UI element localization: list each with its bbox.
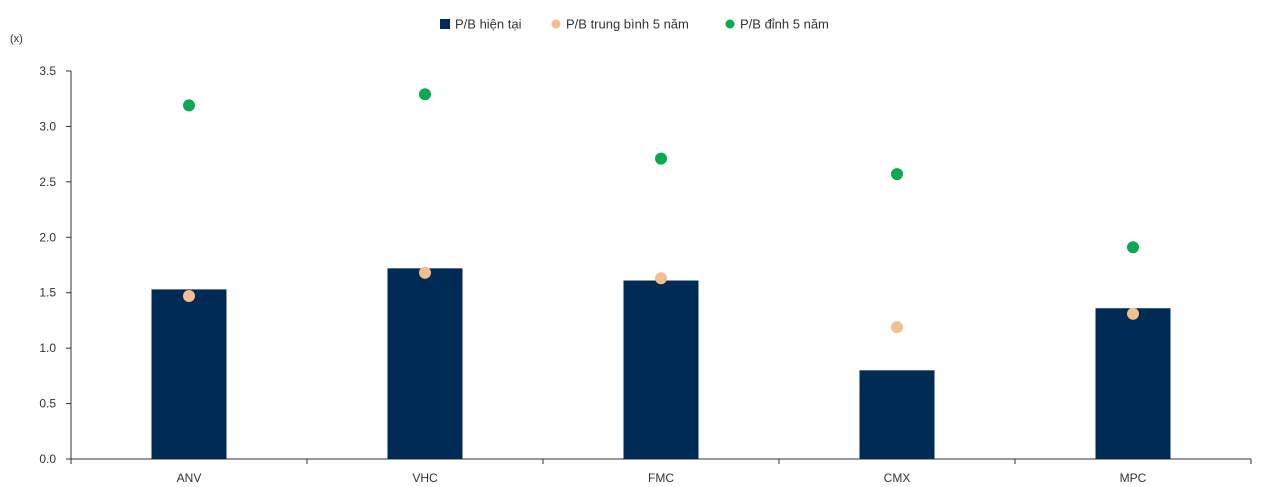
x-tick-label-mpc: MPC: [1120, 471, 1147, 485]
x-tick-label-cmx: CMX: [884, 471, 911, 485]
y-tick-label: 2.0: [39, 230, 56, 244]
point-s1-anv: [183, 290, 195, 303]
point-s2-cmx: [891, 168, 903, 181]
bar-fmc: [623, 280, 699, 459]
y-tick-label: 1.5: [39, 286, 56, 300]
y-tick-label: 1.0: [39, 341, 56, 355]
point-s2-mpc: [1127, 241, 1139, 254]
y-tick-label: 0.0: [39, 452, 56, 466]
legend-marker-bar: [440, 19, 450, 29]
bar-vhc: [387, 268, 463, 459]
point-s1-mpc: [1127, 307, 1139, 320]
legend-label-0: P/B hiện tại: [455, 17, 522, 32]
x-tick-label-fmc: FMC: [648, 471, 674, 485]
y-unit-label: (x): [10, 33, 23, 45]
legend: P/B hiện tại P/B trung bình 5 năm P/B đỉnh…: [440, 17, 829, 32]
point-s1-fmc: [655, 272, 667, 285]
legend-label-1: P/B trung bình 5 năm: [566, 17, 689, 32]
x-axis: ANV VHC FMC CMX MPC: [70, 458, 1252, 485]
y-tick-label: 0.5: [39, 397, 56, 411]
bar-anv: [151, 289, 227, 459]
legend-label-2: P/B đỉnh 5 năm: [740, 17, 829, 32]
point-s2-vhc: [419, 88, 431, 101]
y-tick-label: 2.5: [39, 175, 56, 189]
bar-mpc: [1095, 308, 1171, 459]
point-s1-cmx: [891, 321, 903, 334]
legend-marker-dot-2: [725, 19, 735, 29]
legend-marker-dot-1: [551, 19, 561, 29]
dots-layer: [183, 88, 1139, 334]
point-s2-fmc: [655, 152, 667, 165]
x-tick-label-anv: ANV: [177, 471, 202, 485]
bar-cmx: [859, 370, 935, 459]
bars-layer: [151, 268, 1171, 459]
y-tick-label: 3.0: [39, 119, 56, 133]
y-axis: 0.0 0.5 1.0 1.5 2.0 2.5 3.0 3.5: [39, 64, 72, 466]
point-s2-anv: [183, 99, 195, 112]
point-s1-vhc: [419, 266, 431, 279]
y-tick-label: 3.5: [39, 64, 56, 78]
x-tick-label-vhc: VHC: [412, 471, 438, 485]
